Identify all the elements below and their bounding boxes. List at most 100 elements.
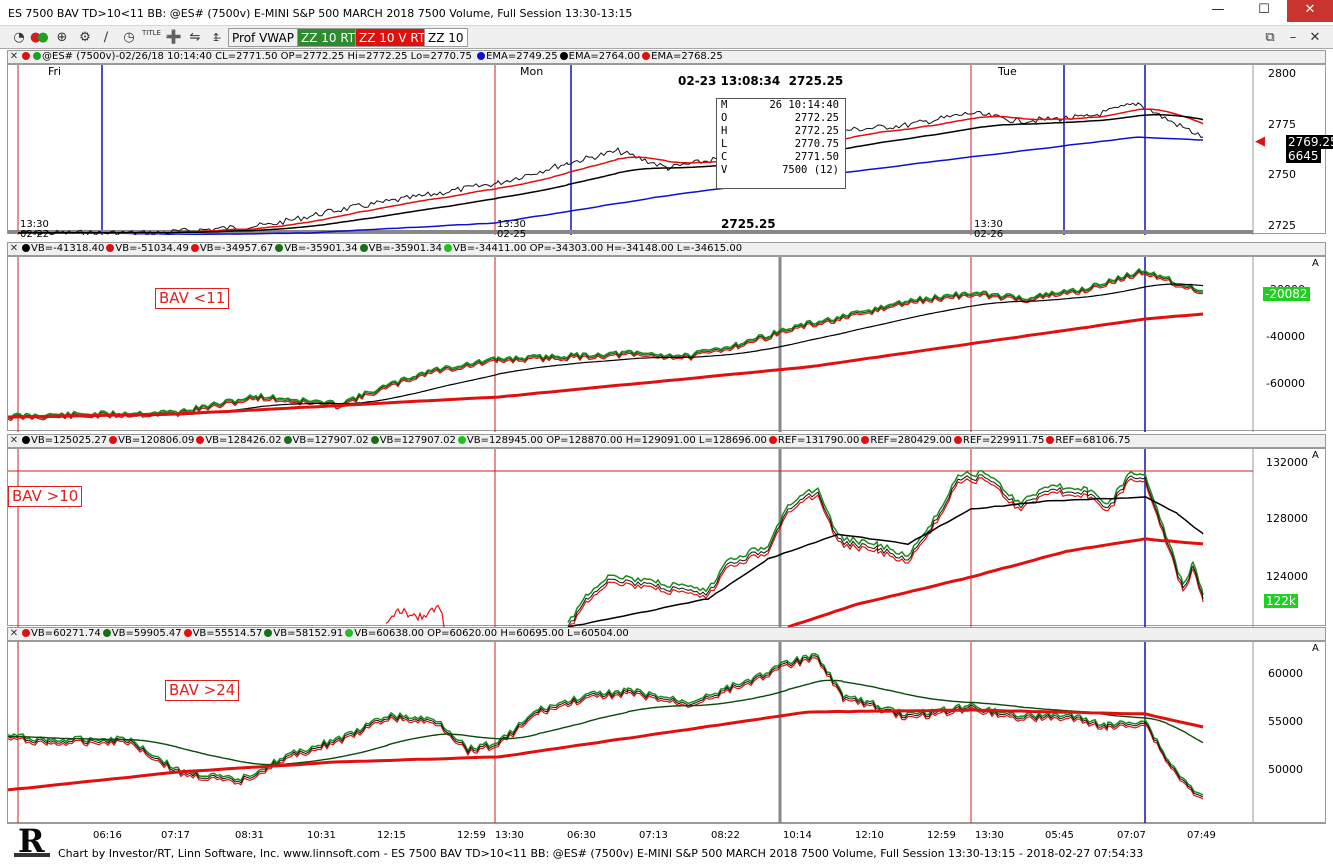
- bav-bars: [567, 474, 1204, 627]
- pane-close-icon[interactable]: ✕: [9, 628, 19, 639]
- last-price-tag: 2769.25: [1286, 135, 1333, 149]
- bav11-chart[interactable]: [8, 257, 1327, 432]
- ohlc-key: V: [721, 164, 728, 176]
- price-chart[interactable]: [8, 65, 1327, 235]
- bav10-ytick: 124000: [1266, 570, 1308, 583]
- bav-black-line: [567, 495, 1204, 627]
- bav24-pane[interactable]: [7, 641, 1327, 824]
- close-chart-icon[interactable]: ✕: [1309, 30, 1321, 45]
- bav11-ytick: -40000: [1266, 330, 1305, 343]
- pane-close-icon[interactable]: ✕: [9, 51, 19, 62]
- bav10-series-dot: [457, 436, 466, 444]
- time-axis-tick: 08:31: [235, 830, 264, 841]
- cursor-price-label: 2725.25: [721, 217, 776, 231]
- ohlc-value: 26 10:14:40: [769, 99, 839, 111]
- ema-black-line: [17, 113, 1204, 234]
- bav11-series-value: VB=-34411.00 OP=-34303.00 H=-34148.00 L=…: [453, 243, 743, 254]
- bav24-series-dot: [102, 629, 111, 637]
- ema-value: EMA=2764.00: [568, 51, 641, 62]
- zoom-icon[interactable]: ⊕: [56, 30, 68, 45]
- bav11-label: BAV <11: [155, 288, 230, 309]
- bav24-ytick: 50000: [1268, 763, 1303, 776]
- title-icon[interactable]: TITLE: [142, 29, 161, 37]
- bav11-series-dot: [275, 244, 284, 252]
- bav-red-avg-line: [8, 708, 1204, 792]
- session-time-3: 13:30: [974, 219, 1003, 230]
- time-axis-tick: 10:31: [307, 830, 336, 841]
- ohlc-value: 2770.75: [794, 138, 839, 150]
- maximize-button[interactable]: ☐: [1258, 2, 1270, 17]
- bav11-series-value: VB=-51034.49: [115, 243, 189, 254]
- bav24-series-dot: [264, 629, 273, 637]
- gear-icon[interactable]: ⚙: [79, 30, 91, 45]
- price-header-text: @ES# (7500v)-02/26/18 10:14:40 CL=2771.5…: [42, 51, 472, 62]
- toolbar-button-2[interactable]: ZZ 10 V RT: [355, 28, 430, 47]
- minimize-button[interactable]: —: [1211, 2, 1225, 17]
- circles-icon[interactable]: ●●: [30, 30, 49, 45]
- bav10-chart[interactable]: [8, 449, 1327, 627]
- crosshair-icon[interactable]: ➕: [165, 30, 183, 45]
- ohlc-value: 2771.50: [794, 151, 839, 163]
- toolbar-button-3[interactable]: ZZ 10: [424, 28, 468, 47]
- bav11-series-dot: [22, 244, 30, 252]
- pie-icon[interactable]: ◔: [13, 30, 25, 45]
- toolbar-button-0[interactable]: Prof VWAP: [228, 28, 298, 47]
- ohlc-data-box: M 26 10:14:40 O 2772.25 H 2772.25 L 2770.75 …: [716, 98, 846, 189]
- bav10-series-dot: [22, 436, 30, 444]
- session-date-2: 02-25: [497, 229, 527, 240]
- bav-dark-green-line: [8, 679, 1204, 766]
- ohlc-value: 2772.25: [794, 125, 839, 137]
- scale-icon[interactable]: ⇋: [189, 30, 201, 45]
- bav24-series-dot: [345, 629, 354, 637]
- time-axis-tick: 12:59: [927, 830, 956, 841]
- bav10-series-value: REF=229911.75: [962, 435, 1045, 446]
- bav10-series-value: VB=127907.02: [379, 435, 456, 446]
- close-button[interactable]: ✕: [1287, 0, 1333, 22]
- bav24-chart[interactable]: [8, 642, 1327, 824]
- bav-green-line: [8, 653, 1204, 796]
- line-tool-icon[interactable]: ∕: [103, 30, 109, 45]
- bav-red-line: [568, 477, 1204, 627]
- bav10-header: ✕ VB=125025.27 VB=120806.09 VB=128426.02 VB=…: [7, 434, 1326, 448]
- bav10-series-value: VB=125025.27: [31, 435, 108, 446]
- svg-text:R: R: [18, 822, 45, 858]
- ema-value: EMA=2768.25: [651, 51, 723, 62]
- bav-bars: [8, 655, 1204, 798]
- bav10-series-dot: [196, 436, 205, 444]
- scale-flag[interactable]: A: [1312, 643, 1319, 654]
- bav24-ytick: 55000: [1268, 715, 1303, 728]
- bav10-series-value: VB=128426.02: [205, 435, 282, 446]
- pane-close-icon[interactable]: ✕: [9, 243, 19, 254]
- bav10-series-dot: [370, 436, 379, 444]
- last-volume-tag: 6645: [1286, 149, 1321, 163]
- pane-close-icon[interactable]: ✕: [9, 435, 19, 446]
- minimize-chart-icon[interactable]: –: [1289, 30, 1297, 45]
- time-axis: 06:16 07:17 08:31 10:31 12:15 12:59 13:30 06:30…: [7, 823, 1326, 845]
- bav10-label: BAV >10: [8, 486, 83, 507]
- time-axis-tick: 12:59: [457, 830, 486, 841]
- window-title: ES 7500 BAV TD>10<11 BB: @ES# (7500v) E-…: [8, 7, 633, 20]
- time-axis-tick: 07:49: [1187, 830, 1216, 841]
- time-axis-tick: 05:45: [1045, 830, 1074, 841]
- bav11-series-dot: [190, 244, 199, 252]
- ohlc-key: C: [721, 151, 728, 163]
- clock-icon[interactable]: ◷: [123, 30, 135, 45]
- price-pane[interactable]: [7, 64, 1327, 235]
- price-ytick: 2725: [1268, 219, 1296, 232]
- bav10-pane[interactable]: [7, 448, 1327, 627]
- scale-flag[interactable]: A: [1312, 258, 1319, 269]
- toolbar-button-1[interactable]: ZZ 10 RT: [297, 28, 360, 47]
- time-axis-tick: 07:07: [1117, 830, 1146, 841]
- bav11-pane[interactable]: [7, 256, 1327, 432]
- ohlc-value: 7500 (12): [782, 164, 839, 176]
- scale-flag[interactable]: A: [1312, 450, 1319, 461]
- bav10-ytick: 132000: [1266, 456, 1308, 469]
- text-tool-icon[interactable]: ↥̶: [211, 31, 221, 44]
- bav11-series-dot: [444, 244, 453, 252]
- bav-bars: [8, 269, 1204, 420]
- bav-red-line: [8, 271, 1204, 422]
- bav24-ytick: 60000: [1268, 667, 1303, 680]
- restore-icon[interactable]: ⧉: [1265, 30, 1275, 45]
- time-axis-tick: 06:30: [567, 830, 596, 841]
- ema-blue-line: [120, 136, 1203, 235]
